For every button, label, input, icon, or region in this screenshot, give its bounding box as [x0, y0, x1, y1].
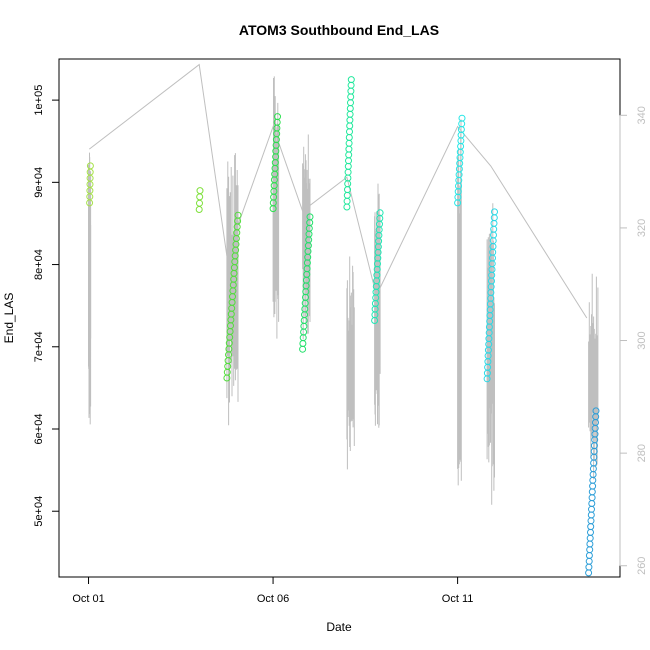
data-point — [346, 110, 354, 118]
data-point — [345, 157, 352, 165]
y-tick-label: 6e+04 — [33, 414, 45, 445]
plot-frame — [58, 58, 621, 578]
y2-tick-label: 260 — [636, 557, 648, 575]
data-point — [347, 81, 355, 89]
data-point — [586, 534, 594, 542]
data-point — [490, 219, 498, 227]
data-point — [345, 134, 353, 141]
data-point — [344, 162, 352, 170]
data-point — [458, 120, 466, 128]
data-point — [347, 76, 355, 84]
data-point — [346, 116, 354, 124]
data-point — [587, 528, 594, 536]
data-point — [343, 203, 351, 211]
data-point — [458, 114, 466, 122]
secondary-spike-cluster — [346, 256, 355, 470]
data-point — [306, 213, 314, 221]
x-tick-label: Oct 11 — [442, 593, 474, 605]
plot-area — [86, 63, 600, 577]
data-point — [585, 563, 593, 571]
secondary-line — [88, 63, 588, 319]
data-point — [490, 214, 498, 222]
data-point — [196, 199, 203, 207]
axes: 5e+04 6e+04 7e+04 8e+04 9e+04 1e+05 260 280 300 3… — [33, 85, 648, 605]
secondary-spike-cluster — [486, 203, 495, 505]
x-tick-label: Oct 06 — [257, 593, 289, 605]
y-tick-label: 8e+04 — [33, 249, 45, 280]
data-point — [196, 187, 204, 195]
data-point — [376, 209, 384, 217]
data-point — [346, 105, 354, 112]
data-point — [586, 546, 594, 554]
y2-tick-label: 320 — [636, 219, 648, 237]
x-tick-label: Oct 01 — [72, 593, 104, 605]
data-point — [345, 145, 353, 153]
data-point — [345, 151, 353, 159]
data-point — [588, 488, 596, 496]
data-point — [344, 168, 352, 176]
data-point — [234, 211, 242, 219]
data-point — [588, 505, 595, 513]
data-point — [346, 122, 354, 130]
y-tick-label: 7e+04 — [33, 331, 45, 362]
data-point — [299, 345, 307, 353]
data-point — [587, 511, 595, 519]
data-point — [345, 139, 353, 147]
y2-tick-label: 300 — [636, 331, 648, 349]
data-point — [300, 322, 308, 330]
y2-tick-label: 340 — [636, 106, 648, 124]
secondary-spike-cluster — [226, 153, 239, 426]
x-axis-label: Date — [326, 620, 352, 634]
y-axis-label: End_LAS — [2, 293, 16, 344]
data-point — [195, 206, 203, 213]
data-point — [592, 407, 600, 415]
secondary-spike-cluster — [588, 273, 599, 480]
data-point — [196, 193, 204, 201]
data-point — [588, 500, 596, 507]
data-point — [86, 162, 94, 170]
data-point — [491, 208, 498, 216]
data-point — [588, 494, 596, 502]
data-point — [343, 191, 351, 199]
data-point — [587, 517, 595, 525]
chart-title: ATOM3 Southbound End_LAS — [239, 22, 439, 38]
y2-tick-label: 280 — [636, 444, 648, 462]
secondary-spike-cluster — [457, 119, 462, 486]
data-point — [585, 557, 593, 565]
data-point — [589, 482, 597, 490]
y-tick-label: 9e+04 — [33, 167, 45, 198]
y-tick-label: 5e+04 — [33, 496, 45, 527]
data-point — [585, 569, 593, 577]
y-tick-label: 1e+05 — [33, 85, 45, 116]
secondary-spike-cluster — [88, 152, 92, 425]
data-point — [346, 128, 353, 136]
secondary-spike-cluster — [272, 76, 280, 339]
data-point — [274, 113, 281, 121]
data-point — [347, 93, 355, 101]
data-point — [343, 197, 351, 205]
data-point — [585, 552, 593, 559]
data-point — [347, 99, 354, 107]
data-point — [586, 540, 594, 548]
data-point — [587, 523, 595, 531]
data-point — [347, 87, 355, 95]
data-point — [299, 340, 307, 347]
data-point — [589, 476, 597, 484]
